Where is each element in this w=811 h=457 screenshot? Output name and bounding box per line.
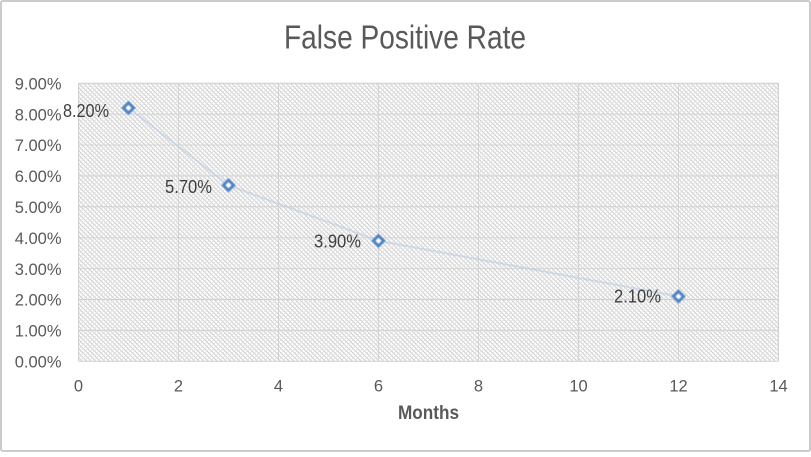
svg-text:3.90%: 3.90% [314,231,361,251]
svg-text:0.00%: 0.00% [15,354,62,372]
svg-text:0: 0 [74,377,83,395]
svg-text:7.00%: 7.00% [15,137,62,155]
svg-text:4: 4 [274,377,283,395]
svg-text:12: 12 [669,377,687,395]
svg-text:9.00%: 9.00% [15,75,62,93]
svg-text:2: 2 [174,377,183,395]
svg-text:1.00%: 1.00% [15,323,62,341]
svg-text:5.70%: 5.70% [165,177,212,197]
svg-text:4.00%: 4.00% [15,230,62,248]
svg-text:10: 10 [569,377,587,395]
svg-text:8.20%: 8.20% [63,101,109,121]
svg-text:14: 14 [769,377,787,395]
svg-text:8: 8 [474,377,483,395]
svg-text:8.00%: 8.00% [15,106,62,124]
svg-text:6: 6 [374,377,383,395]
svg-text:3.00%: 3.00% [15,261,62,279]
svg-text:False Positive Rate: False Positive Rate [284,19,526,56]
svg-text:2.00%: 2.00% [15,292,62,310]
svg-text:Months: Months [398,403,459,424]
svg-text:6.00%: 6.00% [15,168,62,186]
svg-text:5.00%: 5.00% [15,199,62,217]
svg-text:2.10%: 2.10% [614,287,661,307]
